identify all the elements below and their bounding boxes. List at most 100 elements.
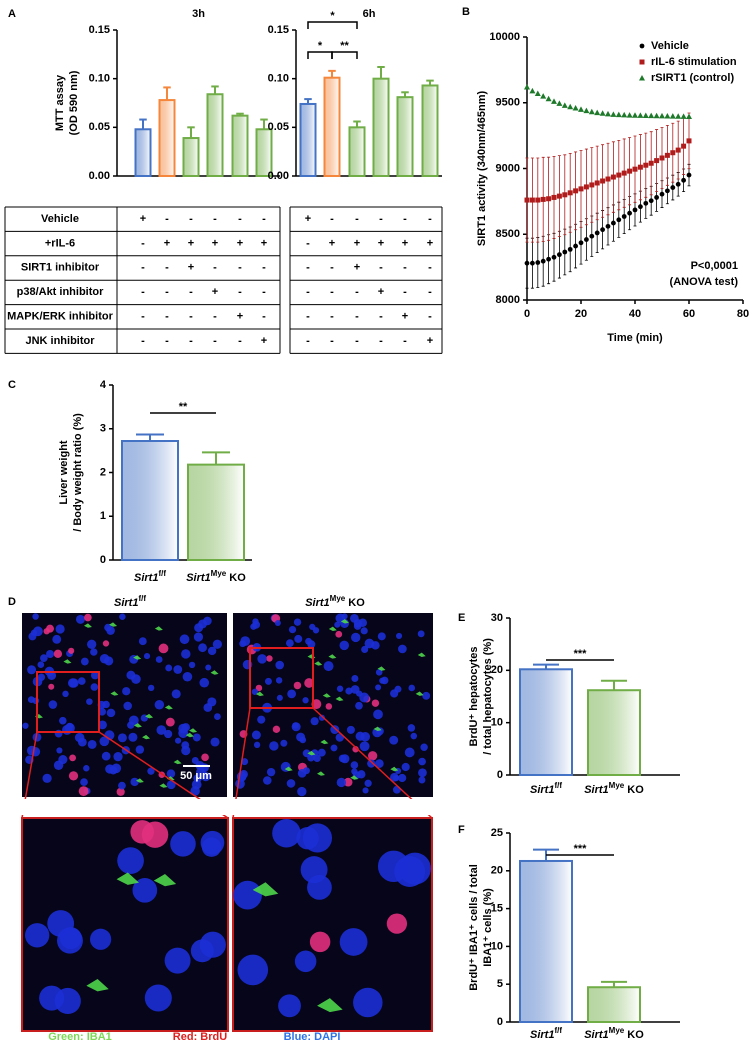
data-point xyxy=(578,106,584,112)
data-point xyxy=(681,143,687,149)
treatment-cell: + xyxy=(261,237,267,249)
row-label: SIRT1 inhibitor xyxy=(21,262,100,274)
treatment-cell: - xyxy=(355,213,359,225)
legend-marker xyxy=(639,59,645,65)
label-part: KO xyxy=(345,597,365,609)
data-point xyxy=(621,214,627,219)
nucleus xyxy=(313,754,321,762)
treatment-cell: + xyxy=(237,237,243,249)
nucleus xyxy=(158,643,169,654)
treatment-cell: - xyxy=(213,213,217,225)
nucleus xyxy=(90,648,98,656)
chart-title: 3h xyxy=(192,8,205,20)
row-label: MAPK/ERK inhibitor xyxy=(7,311,113,323)
treatment-cell: + xyxy=(354,237,360,249)
nucleus xyxy=(422,691,431,700)
significance-label: ** xyxy=(340,40,349,52)
nucleus xyxy=(181,745,191,756)
nucleus xyxy=(62,690,69,698)
label-part: Sirt1 xyxy=(305,597,329,609)
macrophage xyxy=(373,726,382,731)
bar xyxy=(182,137,200,177)
nucleus xyxy=(276,694,283,701)
data-point xyxy=(567,246,573,252)
y-axis-label: IBA1⁺ cells (%) xyxy=(482,888,494,967)
treatment-cell: + xyxy=(212,237,218,249)
y-tick-label: 0.10 xyxy=(268,73,289,85)
x-tick-label: 20 xyxy=(575,308,587,320)
bar xyxy=(519,859,573,1023)
nucleus xyxy=(132,878,158,903)
treatment-cell: + xyxy=(378,286,384,298)
bar xyxy=(158,99,176,177)
nucleus xyxy=(188,661,196,669)
nucleus xyxy=(251,688,259,695)
treatment-cell: - xyxy=(189,286,193,298)
nucleus xyxy=(155,656,163,663)
nucleus xyxy=(353,619,363,628)
treatment-cell: + xyxy=(378,237,384,249)
panel-label: C xyxy=(8,379,16,391)
nucleus xyxy=(143,652,151,660)
treatment-cell: + xyxy=(305,213,311,225)
macrophage xyxy=(255,691,264,697)
nucleus xyxy=(398,773,407,783)
data-point xyxy=(615,111,622,118)
y-tick-label: 9500 xyxy=(496,97,520,109)
nucleus xyxy=(117,847,144,874)
nucleus xyxy=(373,709,383,720)
nucleus xyxy=(68,647,75,654)
nucleus xyxy=(351,632,361,643)
nucleus xyxy=(130,777,139,787)
nucleus xyxy=(80,778,88,786)
nucleus xyxy=(212,639,222,649)
data-point xyxy=(616,217,622,223)
label-part: KO xyxy=(624,1029,644,1041)
significance-label: *** xyxy=(574,648,588,660)
category-label: Sirt1Mye KO xyxy=(584,1026,644,1041)
nucleus xyxy=(233,880,262,910)
nucleus xyxy=(257,715,266,724)
bar xyxy=(206,93,224,177)
macrophage xyxy=(322,693,331,698)
data-point xyxy=(572,105,579,111)
nucleus xyxy=(408,684,416,692)
nucleus xyxy=(192,733,201,742)
data-point xyxy=(588,108,595,115)
nucleus xyxy=(294,950,317,973)
data-point xyxy=(530,260,535,266)
label-part: KO xyxy=(226,572,246,584)
y-tick-label: 0 xyxy=(100,554,106,566)
data-point xyxy=(546,196,552,202)
nucleus xyxy=(77,677,86,685)
treatment-cell: + xyxy=(427,237,433,249)
nucleus xyxy=(310,717,319,726)
label-part: Sirt1 xyxy=(186,572,210,584)
nucleus xyxy=(171,689,181,699)
nucleus xyxy=(156,725,167,735)
data-point xyxy=(626,112,633,118)
label-part: Mye xyxy=(609,1026,625,1035)
treatment-cell: - xyxy=(189,213,193,225)
y-tick-label: 1 xyxy=(100,510,106,522)
nucleus xyxy=(128,715,139,726)
panel-label: B xyxy=(462,6,470,18)
nucleus xyxy=(309,931,331,953)
data-point xyxy=(637,112,644,118)
treatment-cell: + xyxy=(261,335,267,347)
nucleus xyxy=(367,751,378,761)
data-point xyxy=(616,172,622,178)
nucleus xyxy=(138,637,147,646)
bar xyxy=(348,126,366,178)
nucleus xyxy=(364,638,375,649)
nucleus xyxy=(68,771,79,781)
data-point xyxy=(545,95,552,102)
significance-label: * xyxy=(318,40,323,52)
nucleus xyxy=(58,754,68,765)
data-point xyxy=(534,90,541,97)
treatment-cell: - xyxy=(306,286,310,298)
category-label: Sirt1Mye KO xyxy=(305,594,365,609)
nucleus xyxy=(131,674,141,684)
nucleus xyxy=(47,910,75,937)
